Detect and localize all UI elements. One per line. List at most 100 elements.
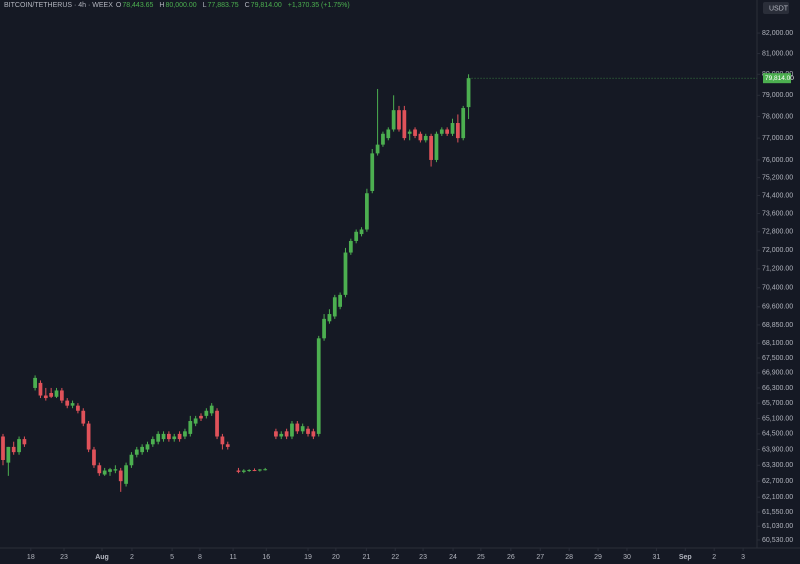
candle-body <box>359 229 364 235</box>
h-value: 80,000.00 <box>165 2 197 9</box>
candle-body <box>241 470 246 472</box>
x-tick-label: 5 <box>170 554 174 561</box>
y-tick-label: 70,400.00 <box>762 285 793 292</box>
candle-body <box>402 110 407 139</box>
candle-body <box>338 294 343 307</box>
candle-body <box>343 252 348 295</box>
candle-body <box>423 135 428 141</box>
y-tick-label: 81,000.00 <box>762 50 793 57</box>
x-tick-label: 22 <box>391 554 399 561</box>
y-tick-label: 72,800.00 <box>762 229 793 236</box>
candle-body <box>65 400 70 406</box>
x-tick-label: 29 <box>594 554 602 561</box>
candle-body <box>300 426 305 432</box>
candle-body <box>204 410 209 416</box>
x-tick-label: Aug <box>95 554 109 561</box>
y-tick-label: 61,550.00 <box>762 509 793 516</box>
y-tick-label: 60,530.00 <box>762 537 793 544</box>
candle-body <box>450 123 455 134</box>
candle-body <box>124 465 128 484</box>
candle-body <box>161 433 166 440</box>
x-tick-label: 21 <box>362 554 370 561</box>
candle-body <box>252 470 257 472</box>
y-tick-label: 63,900.00 <box>762 446 793 453</box>
candle-body <box>434 133 439 160</box>
candle-body <box>220 436 225 445</box>
y-tick-label: 69,600.00 <box>762 304 793 311</box>
y-tick-label: 75,200.00 <box>762 174 793 181</box>
candle-body <box>455 123 460 139</box>
candle-body <box>92 449 96 466</box>
candle-body <box>236 470 241 472</box>
candle-body <box>386 129 391 139</box>
candle-body <box>86 423 91 450</box>
h-label: H <box>159 2 165 9</box>
c-label: C <box>244 2 250 9</box>
y-tick-label: 66,900.00 <box>762 370 793 377</box>
candle-body <box>129 454 134 466</box>
x-tick-label: 16 <box>262 554 270 561</box>
y-tick-label: 68,100.00 <box>762 340 793 347</box>
candle-body <box>279 433 284 437</box>
x-tick-label: 24 <box>449 554 457 561</box>
candle-body <box>33 377 37 388</box>
candle-body <box>257 469 262 471</box>
candle-body <box>188 421 193 434</box>
x-tick-label: 23 <box>419 554 427 561</box>
candle-body <box>193 418 198 424</box>
candle-body <box>38 382 43 396</box>
candle-body <box>54 390 59 397</box>
last-price-label: 79,814.00 <box>765 75 794 82</box>
candle-body <box>156 433 161 442</box>
title: BITCOIN/TETHERUS · 4h · WEEX <box>4 2 113 9</box>
y-tick-label: 82,000.00 <box>762 30 793 37</box>
candle-body <box>49 392 54 397</box>
y-tick-label: 77,000.00 <box>762 135 793 142</box>
y-tick-label: 72,000.00 <box>762 247 793 254</box>
o-value: 78,443.65 <box>122 2 154 9</box>
candle-body <box>348 240 353 253</box>
candle-body <box>407 131 412 134</box>
candle-body <box>113 469 118 471</box>
currency: USDT <box>769 5 789 12</box>
x-tick-label: 31 <box>652 554 660 561</box>
candle-body <box>263 469 268 471</box>
y-tick-label: 74,400.00 <box>762 192 793 199</box>
y-tick-label: 65,700.00 <box>762 400 793 407</box>
candle-body <box>172 436 177 440</box>
candle-body <box>295 423 300 432</box>
y-tick-label: 64,500.00 <box>762 431 793 438</box>
candle-body <box>274 431 278 437</box>
y-tick-label: 67,500.00 <box>762 355 793 362</box>
candle-body <box>177 433 182 440</box>
x-tick-label: 11 <box>229 554 236 561</box>
candle-body <box>429 135 433 160</box>
candle-body <box>247 470 252 472</box>
candle-body <box>332 297 337 317</box>
candle-body <box>225 444 230 447</box>
candle-body <box>183 431 187 437</box>
y-tick-label: 68,850.00 <box>762 322 793 329</box>
candle-body <box>461 108 466 139</box>
y-tick-label: 62,100.00 <box>762 494 793 501</box>
o-label: O <box>115 2 122 9</box>
x-tick-label: 30 <box>623 554 631 561</box>
x-tick-label: 26 <box>507 554 515 561</box>
candle-body <box>140 446 145 453</box>
y-tick-label: 79,000.00 <box>762 92 793 99</box>
candle-body <box>316 338 321 434</box>
candle-body <box>215 410 219 437</box>
x-tick-label: 8 <box>198 554 202 561</box>
y-tick-label: 66,300.00 <box>762 385 793 392</box>
candle-body <box>375 144 380 154</box>
candle-body <box>108 469 112 472</box>
candle-body <box>466 78 471 108</box>
candle-body <box>167 433 171 440</box>
candle-body <box>22 439 27 445</box>
l-value: 77,883.75 <box>207 2 239 9</box>
x-tick-label: 2 <box>130 554 134 561</box>
candle-body <box>59 390 64 401</box>
candle-body <box>102 470 107 475</box>
